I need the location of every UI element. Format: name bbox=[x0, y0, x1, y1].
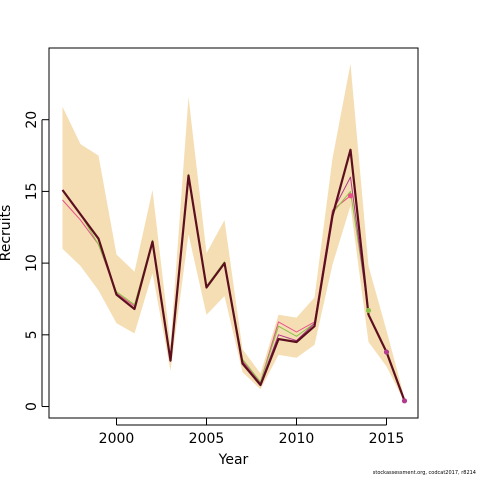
y-tick-label: 15 bbox=[24, 182, 40, 200]
x-tick-label: 2000 bbox=[99, 431, 135, 447]
x-tick-label: 2015 bbox=[369, 431, 405, 447]
y-tick-label: 0 bbox=[24, 402, 40, 411]
y-tick-label: 20 bbox=[24, 111, 40, 129]
y-axis-label: Recruits bbox=[0, 205, 14, 262]
axes: 2000 2005 2010 2015 0 5 10 15 20 bbox=[24, 47, 419, 447]
x-tick-label: 2010 bbox=[279, 431, 315, 447]
data-point-4 bbox=[401, 398, 408, 404]
confidence-band bbox=[62, 63, 405, 403]
plot-area bbox=[61, 63, 408, 404]
y-tick-label: 10 bbox=[24, 254, 40, 272]
x-tick-label: 2005 bbox=[189, 431, 225, 447]
data-point-3 bbox=[383, 349, 390, 355]
plot-frame bbox=[48, 47, 419, 419]
data-point-2 bbox=[365, 307, 372, 314]
data-point-1 bbox=[347, 193, 354, 199]
footer-credit: stockassessment.org, codcat2017, r8214 bbox=[372, 470, 476, 476]
y-tick-label: 5 bbox=[24, 330, 40, 339]
series-line-4 bbox=[61, 148, 406, 402]
x-axis-label: Year bbox=[218, 452, 249, 468]
